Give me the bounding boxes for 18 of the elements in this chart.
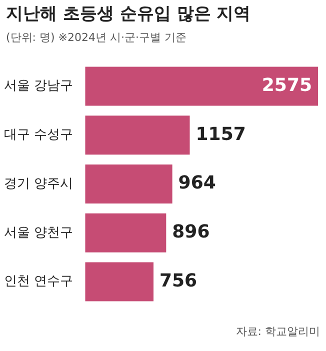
chart-subtitle: (단위: 명) ※2024년 시·군·구별 기준 — [6, 30, 186, 45]
data-label: 756 — [160, 270, 198, 292]
data-label: 2575 — [262, 74, 312, 96]
bar — [85, 213, 166, 252]
y-tick-label: 인천 연수구 — [4, 274, 74, 290]
data-label: 1157 — [196, 124, 246, 145]
y-tick-label: 경기 양주시 — [4, 176, 74, 192]
chart-title: 지난해 초등생 순유입 많은 지역 — [6, 3, 251, 25]
data-label: 964 — [178, 172, 216, 194]
y-tick-label: 서울 양천구 — [4, 225, 74, 240]
text: 자료: 학교알리미 — [236, 324, 320, 339]
data-label: 896 — [172, 222, 210, 243]
bar — [85, 66, 318, 106]
bar — [85, 116, 190, 155]
y-tick-label: 대구 수성구 — [4, 127, 74, 142]
y-tick-label: 서울 강남구 — [4, 78, 74, 94]
bar — [85, 164, 172, 204]
bar — [85, 262, 154, 302]
